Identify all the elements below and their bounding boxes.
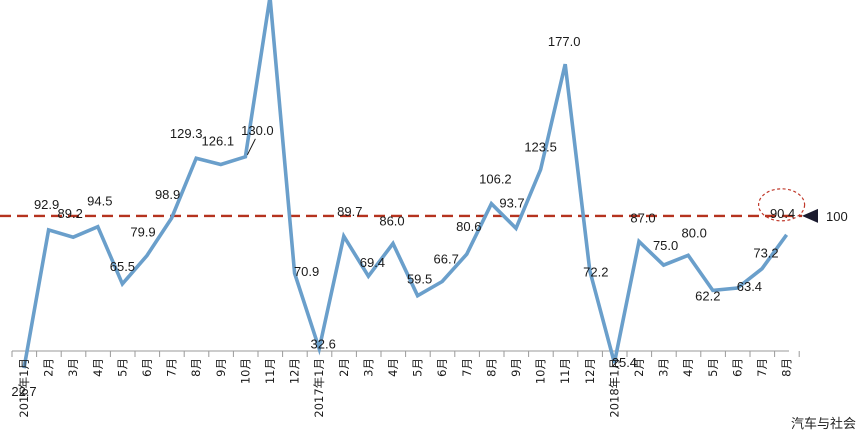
x-tick-label: 6月 [730, 358, 744, 377]
reference-arrow-icon [802, 208, 818, 223]
x-tick-label: 2018年1月 [607, 358, 621, 418]
x-tick-label: 6月 [140, 358, 154, 377]
data-label: 65.5 [110, 259, 135, 274]
data-label: 94.5 [87, 194, 112, 209]
label-leader-line [246, 138, 256, 156]
data-label: 62.2 [695, 288, 720, 303]
x-tick-label: 3月 [66, 358, 80, 377]
x-tick-label: 2月 [632, 358, 646, 377]
data-label: 98.9 [155, 187, 180, 202]
reference-line-group: 100 [0, 208, 848, 224]
series-line [22, 0, 789, 369]
x-tick-label: 4月 [91, 358, 105, 377]
x-tick-label: 9月 [214, 358, 228, 377]
x-tick-label: 4月 [386, 358, 400, 377]
x-tick-label: 3月 [657, 358, 671, 377]
x-tick-label: 5月 [706, 358, 720, 377]
data-label: 63.4 [737, 279, 762, 294]
data-label: 80.0 [682, 225, 707, 240]
x-tick-label: 10月 [238, 358, 252, 384]
data-label: 69.4 [360, 255, 385, 270]
x-tick-label: 12月 [288, 358, 302, 384]
data-label: 93.7 [499, 195, 524, 210]
watermark-text: 汽车与社会 [790, 417, 856, 432]
data-label: 89.2 [58, 206, 83, 221]
data-label: 25.4 [612, 355, 637, 370]
x-axis [11, 350, 800, 357]
data-label: 106.2 [479, 172, 512, 187]
data-label: 80.6 [456, 219, 481, 234]
highlight-ellipse [757, 188, 806, 222]
data-label: 123.5 [524, 140, 557, 155]
x-tick-label: 8月 [189, 358, 203, 377]
x-tick-label: 7月 [165, 358, 179, 377]
data-label: 75.0 [653, 238, 678, 253]
data-label: 130.0 [241, 123, 274, 138]
data-label: 89.7 [337, 204, 362, 219]
data-label: 32.6 [311, 337, 336, 352]
x-tick-label: 2月 [42, 358, 56, 377]
x-tick-label: 2017年1月 [312, 358, 326, 418]
x-tick-label: 7月 [460, 358, 474, 377]
x-tick-label: 2月 [337, 358, 351, 377]
x-tick-label: 8月 [484, 358, 498, 377]
data-label: 177.0 [548, 34, 581, 49]
data-label: 72.2 [583, 265, 608, 280]
x-tick-label: 10月 [534, 358, 548, 384]
x-tick-label: 11月 [263, 358, 277, 384]
x-tick-label: 5月 [411, 358, 425, 377]
data-label: 59.5 [407, 272, 432, 287]
x-tick-label: 9月 [509, 358, 523, 377]
x-tick-label: 2016年1月 [17, 358, 31, 418]
x-tick-label: 6月 [435, 358, 449, 377]
x-tick-label: 12月 [583, 358, 597, 384]
data-label-group: 22.7 92.989.2 94.5 65.5 79.9 98.9 129.3 126.1 13… [11, 34, 806, 399]
series-line-group [22, 0, 789, 369]
x-tick-label: 11月 [558, 358, 572, 384]
x-tick-label: 7月 [755, 358, 769, 377]
data-label: 92.9 [34, 197, 59, 212]
x-tick-label: 8月 [780, 358, 794, 377]
x-tick-label: 3月 [361, 358, 375, 377]
data-label: 87.0 [630, 211, 655, 226]
data-label: 126.1 [202, 133, 235, 148]
data-label: 22.7 [11, 384, 36, 399]
data-label: 70.9 [294, 264, 319, 279]
data-label: 79.9 [130, 224, 155, 239]
x-tick-label: 5月 [115, 358, 129, 377]
data-label: 90.4 [770, 206, 795, 221]
data-label: 86.0 [379, 213, 404, 228]
tick-label-group: 2016年1月 2月 3月 4月 5月 6月 7月 8月 9月 10月 11月 12月 2017年1月 2… [17, 358, 794, 418]
data-label: 66.7 [434, 252, 459, 267]
data-label: 129.3 [170, 126, 203, 141]
x-tick-label: 4月 [681, 358, 695, 377]
reference-line-label: 100 [826, 209, 848, 224]
data-label: 73.2 [753, 246, 778, 261]
